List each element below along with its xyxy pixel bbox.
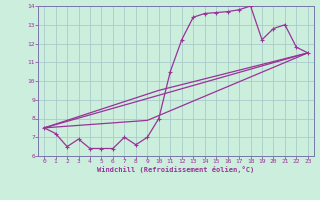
X-axis label: Windchill (Refroidissement éolien,°C): Windchill (Refroidissement éolien,°C)	[97, 166, 255, 173]
